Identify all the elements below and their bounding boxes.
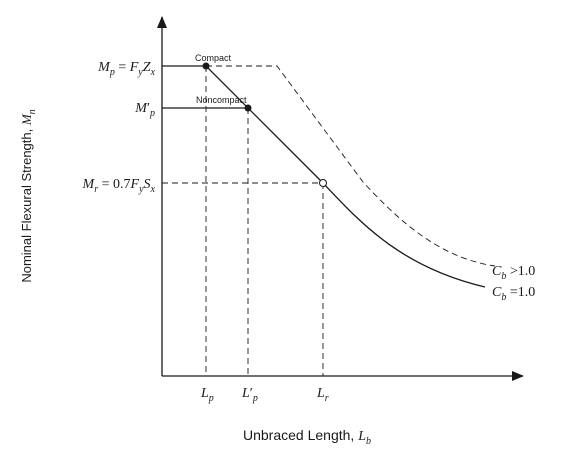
cb-gt-1-curve: [206, 65, 496, 267]
y-axis-title: Nominal Flexural Strength, Mn: [19, 109, 38, 282]
mp-tick-label: Mp = FyZx: [97, 60, 155, 78]
mp-prime-tick-label: M′p: [134, 101, 155, 119]
mr-tick-label: Mr = 0.7FySx: [82, 177, 156, 195]
compact-label: Compact: [195, 53, 232, 63]
noncompact-label: Noncompact: [196, 95, 247, 105]
compact-point: [202, 62, 210, 70]
cb-eq-1-label: Cb =1.0: [492, 285, 535, 303]
lr-point: [319, 179, 327, 187]
lp-tick-label: Lp: [200, 386, 214, 404]
x-axis-title: Unbraced Length, Lb: [243, 427, 371, 447]
lp-prime-tick-label: L′p: [241, 386, 258, 404]
noncompact-point: [244, 104, 252, 112]
lr-tick-label: Lr: [316, 386, 329, 404]
cb-gt-1-label: Cb >1.0: [492, 264, 535, 282]
